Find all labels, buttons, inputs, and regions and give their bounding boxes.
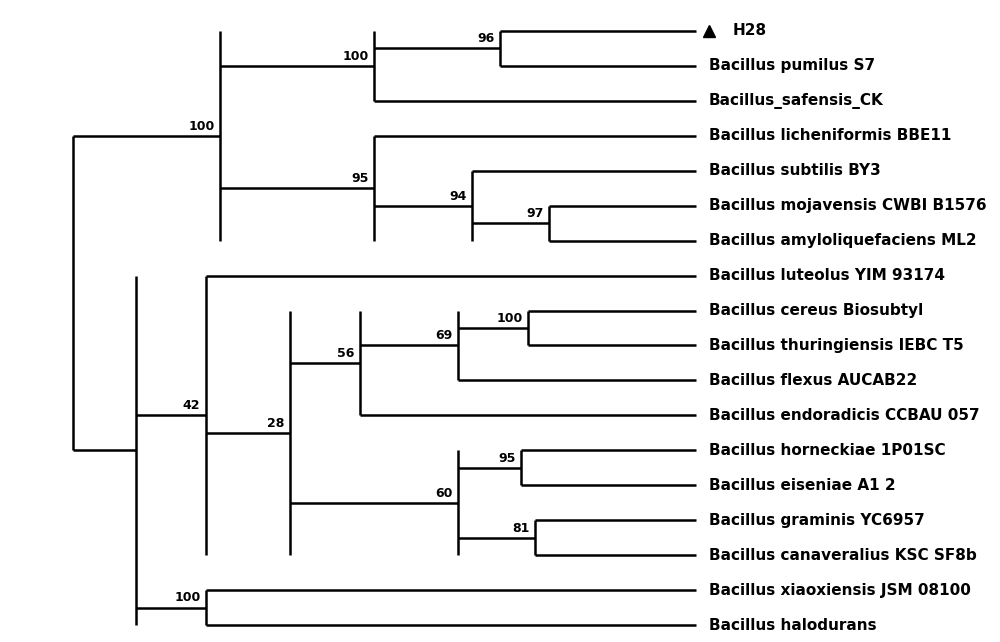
- Text: Bacillus canaveralius KSC SF8b: Bacillus canaveralius KSC SF8b: [709, 548, 976, 562]
- Text: Bacillus eiseniae A1 2: Bacillus eiseniae A1 2: [709, 478, 895, 493]
- Text: 97: 97: [526, 207, 543, 220]
- Text: 56: 56: [337, 347, 354, 360]
- Text: 100: 100: [342, 49, 368, 63]
- Text: Bacillus subtilis BY3: Bacillus subtilis BY3: [709, 163, 880, 178]
- Text: Bacillus thuringiensis IEBC T5: Bacillus thuringiensis IEBC T5: [709, 338, 963, 353]
- Text: Bacillus mojavensis CWBI B1576: Bacillus mojavensis CWBI B1576: [709, 198, 986, 213]
- Text: 95: 95: [498, 452, 515, 465]
- Text: H28: H28: [733, 23, 767, 39]
- Text: 69: 69: [435, 329, 452, 342]
- Text: 94: 94: [449, 189, 466, 202]
- Text: Bacillus amyloliquefaciens ML2: Bacillus amyloliquefaciens ML2: [709, 233, 976, 248]
- Text: Bacillus luteolus YIM 93174: Bacillus luteolus YIM 93174: [709, 268, 945, 283]
- Text: 28: 28: [267, 417, 284, 429]
- Text: 100: 100: [496, 312, 522, 325]
- Text: Bacillus endoradicis CCBAU 057: Bacillus endoradicis CCBAU 057: [709, 408, 979, 423]
- Text: 42: 42: [183, 399, 200, 412]
- Text: 100: 100: [174, 591, 200, 605]
- Text: Bacillus_safensis_CK: Bacillus_safensis_CK: [709, 93, 883, 108]
- Text: 95: 95: [351, 172, 368, 185]
- Text: 100: 100: [188, 119, 214, 133]
- Text: 96: 96: [477, 32, 494, 45]
- Text: Bacillus flexus AUCAB22: Bacillus flexus AUCAB22: [709, 373, 917, 388]
- Text: Bacillus horneckiae 1P01SC: Bacillus horneckiae 1P01SC: [709, 443, 945, 458]
- Text: Bacillus xiaoxiensis JSM 08100: Bacillus xiaoxiensis JSM 08100: [709, 583, 970, 598]
- Text: Bacillus licheniformis BBE11: Bacillus licheniformis BBE11: [709, 128, 951, 143]
- Text: Bacillus cereus Biosubtyl: Bacillus cereus Biosubtyl: [709, 303, 923, 318]
- Text: Bacillus halodurans: Bacillus halodurans: [709, 618, 876, 632]
- Text: 60: 60: [435, 487, 452, 499]
- Text: Bacillus pumilus S7: Bacillus pumilus S7: [709, 58, 875, 73]
- Text: Bacillus graminis YC6957: Bacillus graminis YC6957: [709, 513, 924, 528]
- Text: 81: 81: [512, 521, 529, 535]
